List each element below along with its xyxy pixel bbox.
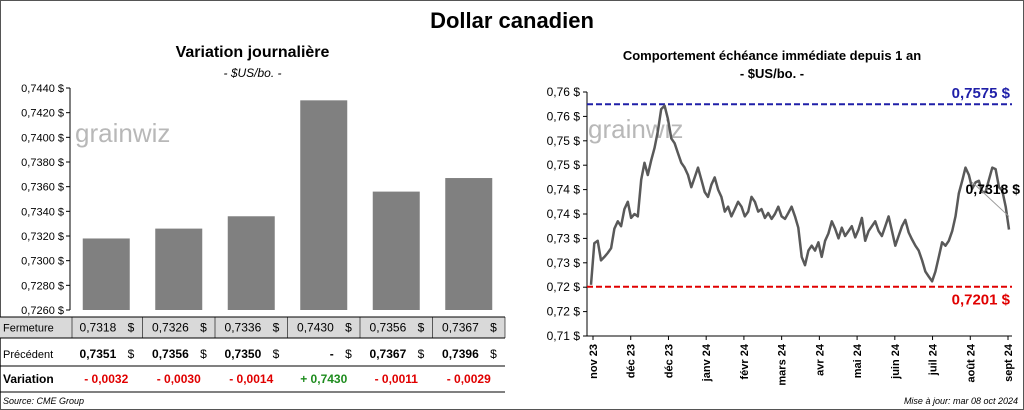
table-cell: 0,7318 bbox=[80, 321, 117, 335]
x-tick-label: août 24 bbox=[965, 343, 977, 382]
page-title: Dollar canadien bbox=[430, 8, 594, 33]
bar bbox=[372, 191, 420, 310]
y-tick-label: 0,7320 $ bbox=[21, 231, 64, 243]
x-tick-label: avr 24 bbox=[814, 343, 826, 376]
y-tick-label: 0,7420 $ bbox=[21, 108, 64, 120]
bar bbox=[227, 216, 275, 310]
y-tick-label: 0,7400 $ bbox=[21, 132, 64, 144]
table-cell: - 0,0029 bbox=[447, 372, 491, 386]
update-note: Mise à jour: mar 08 oct 2024 bbox=[903, 396, 1018, 406]
table-currency: $ bbox=[273, 347, 280, 361]
x-tick-label: nov 23 bbox=[588, 344, 600, 379]
last-value-label: 0,7318 $ bbox=[966, 181, 1021, 197]
bar-chart: 0,7260 $ 0,7280 $ 0,7300 $ 0,7320 $ 0,7340 $… bbox=[0, 83, 506, 393]
table-currency: $ bbox=[200, 321, 207, 335]
table-cell: 0,7351 bbox=[80, 347, 117, 361]
x-tick-label: janv 24 bbox=[701, 343, 713, 382]
source-note: Source: CME Group bbox=[3, 396, 85, 406]
y-tick-label: 0,75 $ bbox=[547, 134, 581, 148]
table-currency: $ bbox=[200, 347, 207, 361]
line-chart: 0,71 $ 0,72 $ 0,72 $ 0,73 $ 0,73 $ 0,74 $ 0,74… bbox=[547, 85, 1021, 386]
table-cell: 0,7336 bbox=[225, 321, 262, 335]
x-tick-label: juin 24 bbox=[890, 343, 902, 380]
bar bbox=[82, 238, 130, 310]
y-tick-label: 0,76 $ bbox=[547, 85, 581, 99]
left-chart-title: Variation journalière bbox=[175, 44, 330, 61]
table-cell: - bbox=[330, 347, 334, 361]
table-cell: 0,7356 bbox=[370, 321, 407, 335]
y-tick-label: 0,7440 $ bbox=[21, 83, 64, 95]
x-tick-label: juil 24 bbox=[928, 343, 940, 376]
table-cell: + 0,7430 bbox=[300, 372, 347, 386]
y-tick-label: 0,73 $ bbox=[547, 231, 581, 245]
bar bbox=[300, 100, 348, 310]
trend-line bbox=[971, 181, 1010, 217]
table-currency: $ bbox=[128, 321, 135, 335]
watermark: grainwiz bbox=[75, 118, 170, 148]
table-cell: - 0,0030 bbox=[157, 372, 201, 386]
x-tick-label: déc 23 bbox=[626, 344, 638, 378]
table-cell: 0,7326 bbox=[152, 321, 189, 335]
x-tick-label: sept 24 bbox=[1003, 343, 1015, 382]
table-currency: $ bbox=[345, 347, 352, 361]
table-cell: 0,7430 bbox=[297, 321, 334, 335]
right-chart-title: Comportement échéance immédiate depuis 1… bbox=[622, 48, 922, 63]
table-row-label: Fermeture bbox=[3, 323, 54, 335]
y-tick-label: 0,74 $ bbox=[547, 207, 581, 221]
table-currency: $ bbox=[418, 347, 425, 361]
y-tick-label: 0,7280 $ bbox=[21, 280, 64, 292]
table-cell: - 0,0011 bbox=[375, 372, 419, 386]
table-cell: 0,7356 bbox=[152, 347, 189, 361]
table-row-label: Précédent bbox=[3, 349, 53, 361]
left-chart-subtitle: - $US/bo. - bbox=[223, 66, 282, 80]
x-tick-label: févr 24 bbox=[739, 343, 751, 379]
bar bbox=[445, 178, 493, 310]
x-tick-label: mai 24 bbox=[852, 343, 864, 378]
low-label: 0,7201 $ bbox=[952, 292, 1011, 309]
table-cell: 0,7396 bbox=[442, 347, 479, 361]
table-cell: - 0,0032 bbox=[84, 372, 128, 386]
table-cell: 0,7350 bbox=[225, 347, 262, 361]
y-tick-label: 0,72 $ bbox=[547, 305, 581, 319]
y-tick-label: 0,7340 $ bbox=[21, 206, 64, 218]
table-currency: $ bbox=[418, 321, 425, 335]
right-chart-subtitle: - $US/bo. - bbox=[739, 66, 805, 81]
high-label: 0,7575 $ bbox=[952, 85, 1011, 102]
table-currency: $ bbox=[490, 321, 497, 335]
y-tick-label: 0,74 $ bbox=[547, 183, 581, 197]
y-tick-label: 0,76 $ bbox=[547, 109, 581, 123]
table-currency: $ bbox=[490, 347, 497, 361]
price-series bbox=[589, 104, 1011, 285]
table-currency: $ bbox=[128, 347, 135, 361]
table-cell: 0,7367 bbox=[370, 347, 407, 361]
y-tick-label: 0,75 $ bbox=[547, 158, 581, 172]
y-tick-label: 0,72 $ bbox=[547, 280, 581, 294]
table-row-bg bbox=[0, 317, 505, 338]
table-row-label: Variation bbox=[3, 372, 54, 386]
table-currency: $ bbox=[345, 321, 352, 335]
y-tick-label: 0,7360 $ bbox=[21, 182, 64, 194]
y-tick-label: 0,71 $ bbox=[547, 329, 581, 343]
y-tick-label: 0,73 $ bbox=[547, 256, 581, 270]
x-tick-label: déc 23 bbox=[663, 344, 675, 378]
table-currency: $ bbox=[273, 321, 280, 335]
x-tick-label: mars 24 bbox=[777, 343, 789, 385]
y-tick-label: 0,7380 $ bbox=[21, 157, 64, 169]
bar bbox=[155, 228, 203, 310]
table-cell: - 0,0014 bbox=[229, 372, 273, 386]
y-tick-label: 0,7300 $ bbox=[21, 256, 64, 268]
y-tick-label: 0,7260 $ bbox=[21, 305, 64, 317]
table-cell: 0,7367 bbox=[442, 321, 479, 335]
